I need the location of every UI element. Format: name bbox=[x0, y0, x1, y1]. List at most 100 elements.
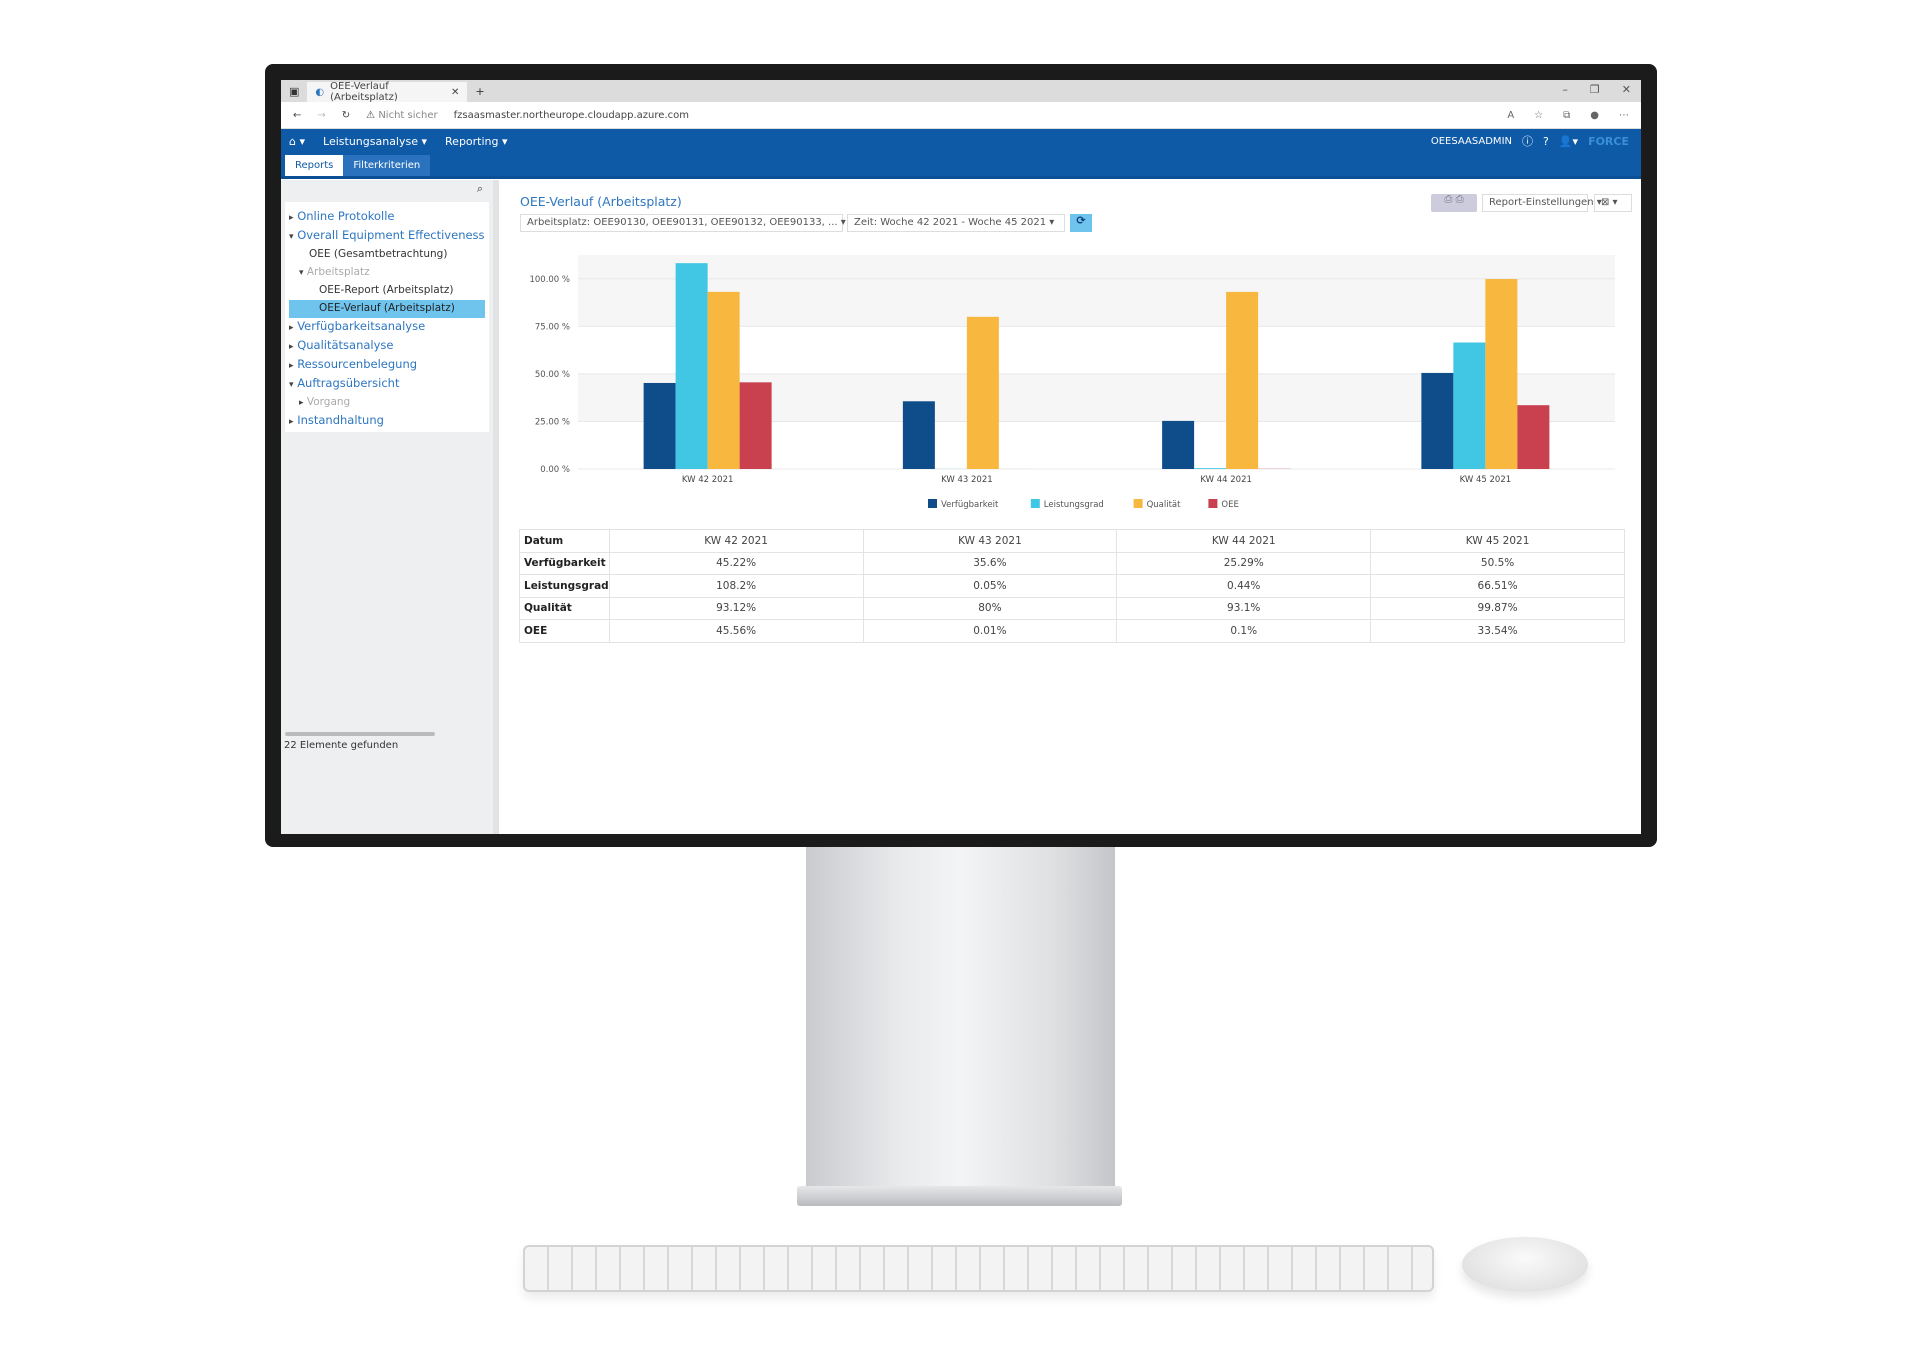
table-row: OEE 45.56% 0.01% 0.1% 33.54% bbox=[519, 619, 1625, 643]
tree-item[interactable]: ▸ Qualitätsanalyse bbox=[289, 337, 485, 356]
tree-item[interactable]: OEE-Verlauf (Arbeitsplatz) bbox=[289, 300, 485, 318]
bar-qualität bbox=[1485, 279, 1518, 469]
tree-item-label: Instandhaltung bbox=[297, 413, 384, 427]
tree-item[interactable]: OEE (Gesamtbetrachtung) bbox=[289, 246, 485, 264]
read-aloud-icon[interactable]: A bbox=[1507, 109, 1515, 121]
profile-icon[interactable]: ● bbox=[1590, 109, 1599, 121]
y-tick-label: 75.00 % bbox=[535, 322, 570, 332]
url-field[interactable]: fzsaasmaster.northeurope.cloudapp.azure.… bbox=[453, 109, 689, 121]
back-icon[interactable]: ← bbox=[293, 109, 302, 121]
sidebar: ⌕ ▸ Online Protokolle ▾ Overall Equipment… bbox=[281, 180, 499, 834]
tab-actions-icon[interactable]: ▣ bbox=[289, 84, 300, 98]
legend-label: Leistungsgrad bbox=[1044, 500, 1104, 510]
tree-item-label: Qualitätsanalyse bbox=[297, 338, 394, 352]
reload-icon[interactable]: ↻ bbox=[341, 109, 351, 121]
table-row: Leistungsgrad 108.2% 0.05% 0.44% 66.51% bbox=[519, 574, 1625, 598]
address-bar: ← → ↻ ⚠ Nicht sicher fzsaasmaster.northeur… bbox=[281, 102, 1641, 129]
tree-item[interactable]: ▸ Ressourcenbelegung bbox=[289, 356, 485, 375]
home-icon[interactable]: ⌂ ▾ bbox=[289, 134, 306, 148]
collections-icon[interactable]: ⧉ bbox=[1563, 109, 1571, 121]
close-tab-icon[interactable]: ✕ bbox=[451, 86, 460, 98]
tree-item-label: Verfügbarkeitsanalyse bbox=[297, 319, 426, 333]
report-title: OEE-Verlauf (Arbeitsplatz) bbox=[520, 194, 682, 209]
tree-item[interactable]: ▾ Auftragsübersicht bbox=[289, 375, 485, 394]
bar-qualität bbox=[1226, 291, 1259, 469]
bar-leistungsgrad bbox=[1194, 468, 1227, 469]
table-cell: 33.54% bbox=[1370, 619, 1625, 643]
menu-reporting[interactable]: Reporting ▾ bbox=[445, 134, 508, 148]
refresh-button[interactable]: ⟳ bbox=[1070, 214, 1092, 232]
zeit-dropdown[interactable]: Zeit: Woche 42 2021 - Woche 45 2021 ▾ bbox=[847, 214, 1065, 232]
help-icon[interactable]: ? bbox=[1543, 134, 1549, 148]
expand-arrow-icon[interactable]: ▸ bbox=[299, 398, 304, 408]
grid-band bbox=[578, 278, 1615, 327]
expand-arrow-icon[interactable]: ▸ bbox=[289, 342, 294, 352]
tree-item-label: Vorgang bbox=[306, 396, 351, 408]
expand-arrow-icon[interactable]: ▾ bbox=[289, 232, 294, 242]
expand-arrow-icon[interactable]: ▸ bbox=[289, 417, 294, 427]
menu-leistungsanalyse[interactable]: Leistungsanalyse ▾ bbox=[323, 134, 428, 148]
expand-arrow-icon[interactable]: ▸ bbox=[289, 361, 294, 371]
close-window-icon[interactable]: ✕ bbox=[1621, 83, 1631, 96]
restore-icon[interactable]: ❐ bbox=[1589, 83, 1600, 96]
status-text: 22 Elemente gefunden bbox=[284, 740, 399, 751]
tree-item[interactable]: OEE-Report (Arbeitsplatz) bbox=[289, 282, 485, 300]
y-tick-label: 50.00 % bbox=[535, 370, 570, 380]
tab-reports[interactable]: Reports bbox=[285, 155, 344, 176]
browser-tab[interactable]: ◐ OEE-Verlauf (Arbeitsplatz) ✕ bbox=[307, 81, 468, 103]
more-icon[interactable]: ⋯ bbox=[1619, 109, 1629, 121]
export-button[interactable]: ⎙ ⎙ bbox=[1431, 194, 1477, 212]
tree-item[interactable]: ▾ Arbeitsplatz bbox=[289, 264, 485, 282]
bar-verfügbarkeit bbox=[902, 401, 935, 469]
tree-item[interactable]: ▸ Verfügbarkeitsanalyse bbox=[289, 318, 485, 337]
user-name: OEESAASADMIN bbox=[1430, 135, 1512, 147]
info-icon[interactable]: ⓘ bbox=[1522, 135, 1533, 148]
x-tick-label: KW 43 2021 bbox=[941, 475, 993, 485]
legend-label: Verfügbarkeit bbox=[941, 500, 999, 510]
favicon-icon: ◐ bbox=[315, 86, 325, 98]
tree-item[interactable]: ▸ Instandhaltung bbox=[289, 412, 485, 431]
table-cell: Leistungsgrad bbox=[519, 574, 610, 598]
table-cell: Qualität bbox=[519, 596, 610, 620]
user-icon[interactable]: 👤▾ bbox=[1558, 134, 1579, 148]
legend-swatch bbox=[928, 499, 937, 508]
table-cell: 35.6% bbox=[862, 551, 1118, 575]
grid-band bbox=[578, 255, 1615, 279]
security-label: Nicht sicher bbox=[378, 109, 438, 121]
bar-verfügbarkeit bbox=[643, 382, 676, 469]
table-cell: 45.22% bbox=[608, 551, 864, 575]
arbeitsplatz-dropdown[interactable]: Arbeitsplatz: OEE90130, OEE90131, OEE901… bbox=[520, 214, 846, 232]
tree-item[interactable]: ▸ Online Protokolle bbox=[289, 208, 485, 227]
table-cell: KW 44 2021 bbox=[1116, 529, 1372, 553]
minimize-icon[interactable]: – bbox=[1562, 83, 1568, 96]
sidebar-scrollbar[interactable] bbox=[285, 732, 435, 736]
tree-item[interactable]: ▾ Overall Equipment Effectiveness (OEE) bbox=[289, 227, 485, 246]
tree-item[interactable]: ▸ Vorgang bbox=[289, 394, 485, 412]
view-options-dropdown[interactable]: ⊠ ▾ bbox=[1594, 194, 1632, 212]
monitor-stand bbox=[806, 847, 1115, 1188]
expand-arrow-icon[interactable]: ▾ bbox=[289, 380, 294, 390]
tree-item-label: Arbeitsplatz bbox=[306, 266, 370, 278]
table-cell: 45.56% bbox=[608, 619, 864, 643]
expand-arrow-icon[interactable]: ▾ bbox=[299, 268, 304, 278]
favorite-icon[interactable]: ☆ bbox=[1534, 109, 1544, 121]
mouse bbox=[1462, 1237, 1588, 1292]
expand-arrow-icon[interactable]: ▸ bbox=[289, 323, 294, 333]
bar-qualität bbox=[966, 316, 999, 469]
forward-icon[interactable]: → bbox=[317, 109, 326, 121]
keyboard bbox=[523, 1245, 1434, 1292]
new-tab-icon[interactable]: + bbox=[475, 84, 485, 98]
legend-swatch bbox=[1208, 499, 1218, 508]
report-panel: OEE-Verlauf (Arbeitsplatz) Arbeitsplatz:… bbox=[508, 180, 1641, 834]
table-cell: 0.44% bbox=[1116, 574, 1372, 598]
table-cell: 93.12% bbox=[608, 596, 864, 620]
search-icon[interactable]: ⌕ bbox=[476, 182, 483, 195]
report-settings-dropdown[interactable]: Report-Einstellungen ▾ bbox=[1482, 194, 1602, 212]
legend-swatch bbox=[1133, 499, 1143, 508]
tab-filterkriterien[interactable]: Filterkriterien bbox=[343, 155, 431, 176]
tree-item-label: OEE-Report (Arbeitsplatz) bbox=[319, 284, 454, 296]
table-cell: Verfügbarkeit bbox=[519, 551, 610, 575]
expand-arrow-icon[interactable]: ▸ bbox=[289, 213, 294, 223]
bar-qualität bbox=[707, 291, 740, 469]
bar-oee bbox=[739, 382, 772, 469]
